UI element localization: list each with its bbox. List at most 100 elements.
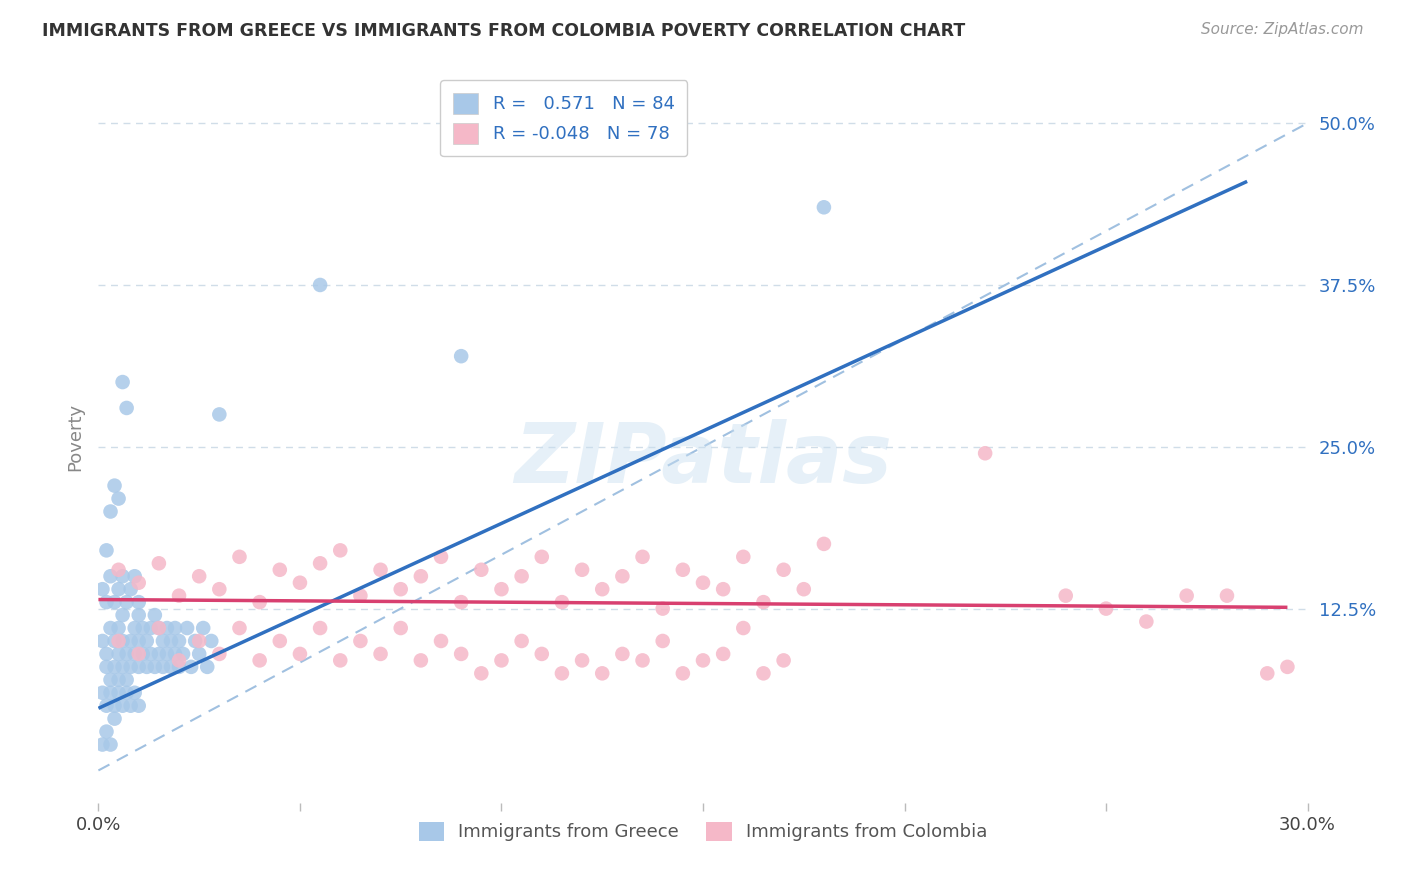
Point (132, 621, 155, 635)
Point (450, 647, 472, 661)
Point (188, 647, 211, 661)
Point (124, 686, 146, 700)
Point (772, 563, 794, 577)
Point (370, 647, 392, 661)
Point (96, 647, 118, 661)
Point (1095, 601, 1118, 615)
Point (591, 582, 613, 597)
Point (228, 549, 250, 564)
Point (96, 543, 118, 558)
Point (167, 589, 190, 603)
Point (733, 621, 755, 635)
Point (120, 698, 142, 713)
Point (111, 698, 134, 713)
Point (1054, 589, 1077, 603)
Point (1135, 615, 1157, 629)
Point (733, 549, 755, 564)
Point (450, 595, 472, 609)
Point (288, 575, 311, 590)
Point (100, 569, 122, 583)
Point (103, 660, 125, 674)
Point (172, 647, 194, 661)
Point (249, 595, 271, 609)
Point (91, 686, 114, 700)
Point (1175, 589, 1198, 603)
Point (115, 595, 138, 609)
Text: ZIPatlas: ZIPatlas (515, 418, 891, 500)
Point (135, 660, 157, 674)
Point (813, 537, 835, 551)
Point (188, 569, 211, 583)
Point (309, 277, 332, 292)
Point (156, 621, 179, 635)
Point (148, 621, 170, 635)
Y-axis label: Poverty: Poverty (66, 403, 84, 471)
Point (128, 634, 150, 648)
Point (672, 666, 695, 681)
Point (111, 608, 134, 623)
Point (1216, 589, 1239, 603)
Point (551, 595, 574, 609)
Point (115, 647, 138, 661)
Point (100, 686, 122, 700)
Point (208, 647, 231, 661)
Point (103, 595, 125, 609)
Point (752, 595, 775, 609)
Point (96, 660, 118, 674)
Point (107, 582, 129, 597)
Point (128, 595, 150, 609)
Point (139, 647, 162, 661)
Point (1277, 660, 1299, 674)
Point (124, 621, 146, 635)
Point (711, 647, 734, 661)
Point (120, 634, 142, 648)
Point (813, 200, 835, 214)
Point (208, 408, 231, 422)
Point (430, 549, 453, 564)
Point (100, 621, 122, 635)
Point (167, 660, 190, 674)
Point (288, 647, 311, 661)
Point (103, 712, 125, 726)
Point (128, 608, 150, 623)
Point (491, 582, 513, 597)
Point (470, 563, 492, 577)
Point (184, 634, 207, 648)
Point (793, 582, 815, 597)
Point (160, 634, 183, 648)
Point (711, 582, 734, 597)
Point (188, 634, 211, 648)
Point (163, 621, 186, 635)
Point (120, 582, 142, 597)
Point (389, 582, 412, 597)
Point (228, 621, 250, 635)
Point (100, 673, 122, 687)
Point (128, 698, 150, 713)
Point (107, 634, 129, 648)
Point (103, 478, 125, 492)
Point (100, 504, 122, 518)
Point (120, 660, 142, 674)
Point (143, 608, 166, 623)
Point (139, 621, 162, 635)
Point (103, 634, 125, 648)
Point (651, 601, 673, 615)
Point (91, 582, 114, 597)
Point (389, 621, 412, 635)
Point (510, 634, 533, 648)
Point (107, 686, 129, 700)
Point (124, 647, 146, 661)
Point (612, 647, 634, 661)
Point (107, 647, 129, 661)
Point (571, 563, 593, 577)
Point (309, 621, 332, 635)
Text: IMMIGRANTS FROM GREECE VS IMMIGRANTS FROM COLOMBIA POVERTY CORRELATION CHART: IMMIGRANTS FROM GREECE VS IMMIGRANTS FRO… (42, 22, 966, 40)
Point (692, 575, 714, 590)
Point (974, 446, 997, 460)
Point (450, 349, 472, 363)
Point (148, 621, 170, 635)
Point (156, 647, 179, 661)
Point (115, 401, 138, 415)
Point (349, 589, 371, 603)
Point (167, 634, 190, 648)
